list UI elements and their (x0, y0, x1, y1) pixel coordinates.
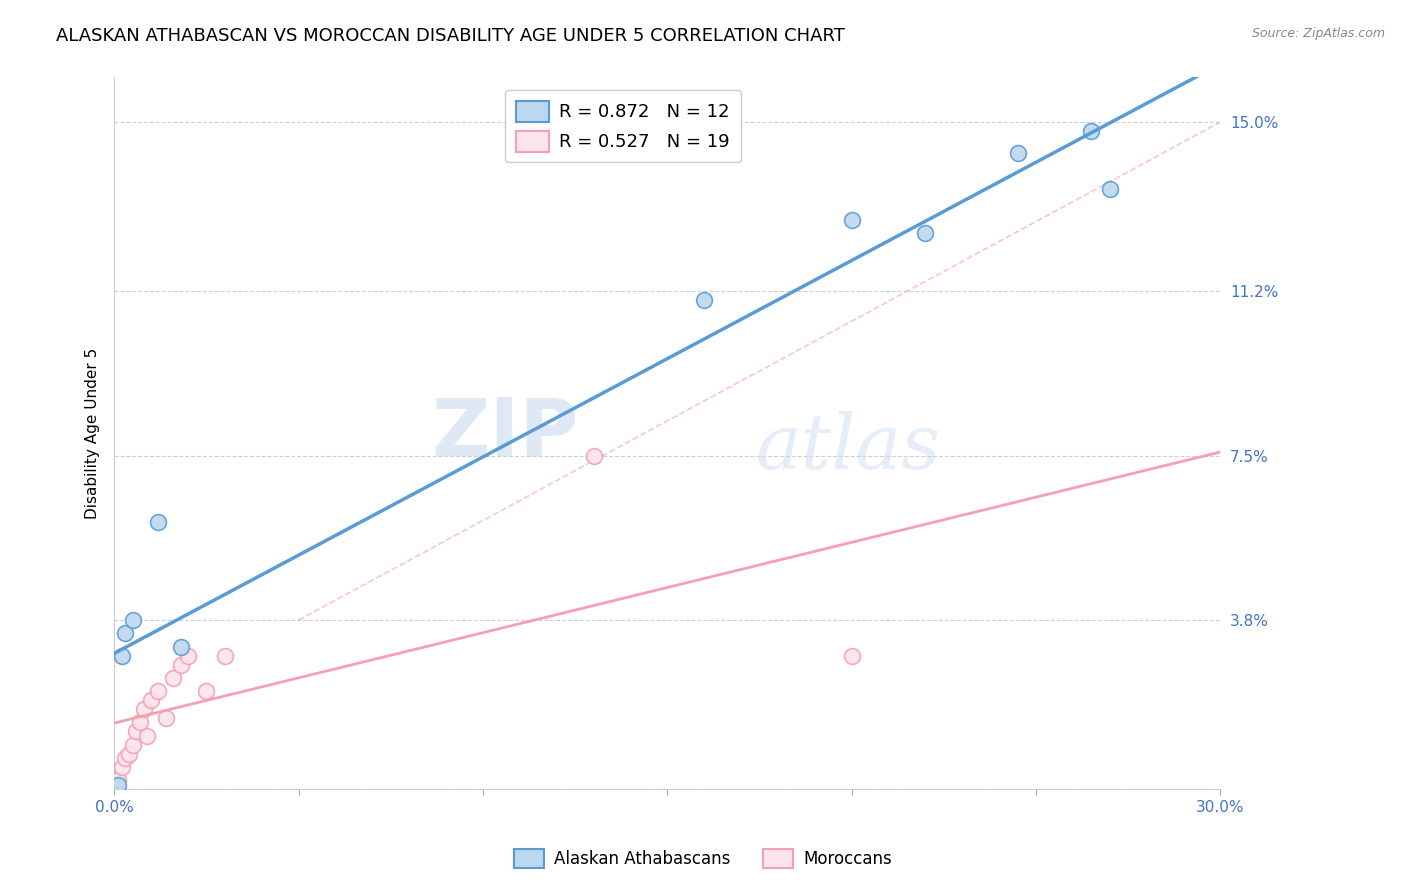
Y-axis label: Disability Age Under 5: Disability Age Under 5 (86, 348, 100, 519)
Point (841, 648, 863, 663)
Point (107, 778, 129, 792)
Legend: Alaskan Athabascans, Moroccans: Alaskan Athabascans, Moroccans (508, 842, 898, 875)
Point (1080, 124, 1102, 138)
Text: atlas: atlas (756, 410, 941, 484)
Point (129, 715, 152, 730)
Point (136, 729, 159, 743)
Point (155, 711, 177, 725)
Point (110, 760, 132, 774)
Point (162, 671, 184, 685)
Point (148, 684, 170, 698)
Point (841, 212, 863, 227)
Point (110, 648, 132, 663)
Point (1007, 146, 1029, 161)
Point (114, 751, 136, 765)
Point (121, 613, 143, 627)
Point (118, 747, 141, 761)
Point (132, 702, 155, 716)
Point (195, 684, 218, 698)
Point (582, 449, 605, 463)
Point (1098, 181, 1121, 195)
Text: ZIP: ZIP (432, 394, 579, 472)
Point (214, 648, 236, 663)
Point (914, 226, 936, 240)
Point (139, 693, 162, 707)
Point (169, 657, 191, 672)
Point (177, 648, 200, 663)
Point (693, 293, 716, 307)
Text: ALASKAN ATHABASCAN VS MOROCCAN DISABILITY AGE UNDER 5 CORRELATION CHART: ALASKAN ATHABASCAN VS MOROCCAN DISABILIT… (56, 27, 845, 45)
Point (121, 738, 143, 752)
Point (114, 626, 136, 640)
Point (148, 515, 170, 529)
Text: Source: ZipAtlas.com: Source: ZipAtlas.com (1251, 27, 1385, 40)
Point (107, 773, 129, 788)
Point (169, 640, 191, 654)
Point (125, 724, 148, 739)
Legend: R = 0.872   N = 12, R = 0.527   N = 19: R = 0.872 N = 12, R = 0.527 N = 19 (505, 90, 741, 162)
